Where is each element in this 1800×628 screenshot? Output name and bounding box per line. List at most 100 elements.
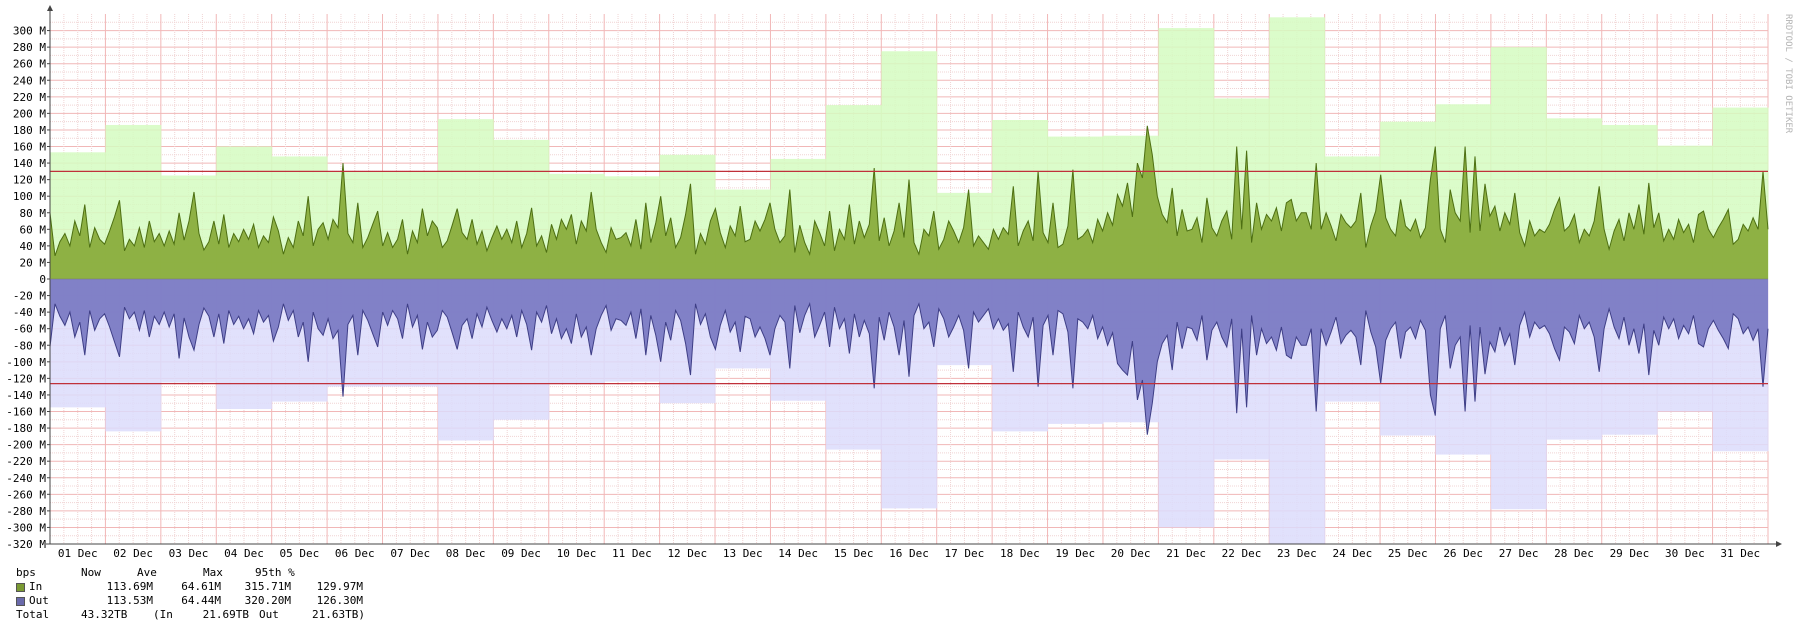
x-tick-label: 21 Dec bbox=[1166, 547, 1206, 560]
x-tick-label: 25 Dec bbox=[1388, 547, 1428, 560]
y-tick-label: 260 M bbox=[13, 58, 46, 71]
x-axis-labels: 01 Dec 02 Dec 03 Dec 04 Dec 05 Dec 06 Dec 07 D… bbox=[58, 547, 1760, 560]
y-tick-label: -100 M bbox=[6, 356, 46, 369]
legend-in-max: 315.71M bbox=[244, 580, 291, 593]
y-tick-label: -280 M bbox=[6, 505, 46, 518]
y-tick-label: -200 M bbox=[6, 439, 46, 452]
y-tick-label: 200 M bbox=[13, 107, 46, 120]
legend-out-ave: 64.44M bbox=[181, 594, 221, 607]
y-tick-label: 40 M bbox=[20, 240, 47, 253]
x-tick-label: 09 Dec bbox=[501, 547, 541, 560]
axes bbox=[46, 5, 1782, 547]
out-series-line bbox=[49, 301, 1769, 435]
out-series-area bbox=[50, 279, 1768, 435]
y-tick-label: 180 M bbox=[13, 124, 46, 137]
y-tick-label: 220 M bbox=[13, 91, 46, 104]
x-tick-label: 10 Dec bbox=[557, 547, 597, 560]
legend-unit: bps bbox=[16, 566, 36, 579]
legend-total-label: Total bbox=[16, 608, 50, 621]
x-tick-label: 27 Dec bbox=[1499, 547, 1539, 560]
legend-in-ave: 64.61M bbox=[181, 580, 221, 593]
x-tick-label: 07 Dec bbox=[390, 547, 430, 560]
y-tick-label: 240 M bbox=[13, 74, 46, 87]
x-tick-label: 12 Dec bbox=[667, 547, 707, 560]
x-tick-label: 18 Dec bbox=[1000, 547, 1040, 560]
legend-out-label: Out bbox=[29, 594, 49, 607]
x-tick-label: 28 Dec bbox=[1554, 547, 1594, 560]
legend-total-out-value: 21.63TB) bbox=[312, 608, 365, 621]
legend-out-p95: 126.30M bbox=[316, 594, 363, 607]
y-tick-label: 20 M bbox=[20, 256, 47, 269]
y-axis-labels: -320 M -300 M -280 M -260 M -240 M -220 M -200… bbox=[6, 25, 50, 551]
x-tick-label: 31 Dec bbox=[1720, 547, 1760, 560]
x-tick-label: 15 Dec bbox=[834, 547, 874, 560]
legend-out-max: 320.20M bbox=[244, 594, 291, 607]
y-tick-label: 300 M bbox=[13, 25, 46, 38]
y-tick-label: 160 M bbox=[13, 141, 46, 154]
legend-row-in: In 113.69M 64.61M 315.71M 129.97M bbox=[16, 580, 365, 594]
x-tick-label: 05 Dec bbox=[280, 547, 320, 560]
y-axis-arrow bbox=[47, 5, 53, 11]
legend-total-in-text: (In bbox=[153, 608, 173, 621]
x-tick-label: 01 Dec bbox=[58, 547, 98, 560]
legend-in-now: 113.69M bbox=[106, 580, 153, 593]
x-tick-label: 19 Dec bbox=[1055, 547, 1095, 560]
legend: bps Now Ave Max 95th % In 113.69M 64.61M 315.71… bbox=[16, 566, 365, 622]
legend-now-header: Now bbox=[81, 566, 101, 579]
x-tick-label: 24 Dec bbox=[1332, 547, 1372, 560]
y-tick-label: -180 M bbox=[6, 422, 46, 435]
x-axis-arrow bbox=[1776, 541, 1782, 547]
x-tick-label: 23 Dec bbox=[1277, 547, 1317, 560]
legend-in-label: In bbox=[29, 580, 43, 593]
y-tick-label: -160 M bbox=[6, 406, 46, 419]
legend-total-in-value: 21.69TB bbox=[202, 608, 249, 621]
in-series-line bbox=[49, 125, 1769, 257]
y-tick-label: -60 M bbox=[13, 323, 46, 336]
x-tick-label: 22 Dec bbox=[1222, 547, 1262, 560]
legend-ave-header: Ave bbox=[137, 566, 157, 579]
y-tick-label: -140 M bbox=[6, 389, 46, 402]
y-tick-label: -80 M bbox=[13, 339, 46, 352]
y-tick-label: 140 M bbox=[13, 157, 46, 170]
x-tick-label: 17 Dec bbox=[945, 547, 985, 560]
x-tick-label: 30 Dec bbox=[1665, 547, 1705, 560]
legend-out-now: 113.53M bbox=[106, 594, 153, 607]
x-tick-label: 16 Dec bbox=[889, 547, 929, 560]
y-tick-label: 100 M bbox=[13, 190, 46, 203]
legend-out-swatch bbox=[16, 596, 25, 606]
y-tick-label: 80 M bbox=[20, 207, 47, 220]
y-tick-label: 60 M bbox=[20, 223, 47, 236]
y-tick-label: -240 M bbox=[6, 472, 46, 485]
watermark: RRDTOOL / TOBI OETIKER bbox=[1783, 14, 1793, 134]
x-tick-label: 02 Dec bbox=[113, 547, 153, 560]
x-tick-label: 08 Dec bbox=[446, 547, 486, 560]
y-tick-label: -120 M bbox=[6, 372, 46, 385]
x-tick-label: 06 Dec bbox=[335, 547, 375, 560]
legend-total: Total 43.32TB (In 21.69TB Out 21.63TB) bbox=[16, 608, 365, 622]
x-tick-label: 11 Dec bbox=[612, 547, 652, 560]
legend-in-p95: 129.97M bbox=[316, 580, 363, 593]
x-tick-label: 13 Dec bbox=[723, 547, 763, 560]
legend-max-header: Max bbox=[203, 566, 223, 579]
y-tick-label: -260 M bbox=[6, 488, 46, 501]
x-tick-label: 29 Dec bbox=[1610, 547, 1650, 560]
y-tick-label: 280 M bbox=[13, 41, 46, 54]
x-tick-label: 03 Dec bbox=[169, 547, 209, 560]
y-tick-label: -220 M bbox=[6, 455, 46, 468]
y-tick-label: -20 M bbox=[13, 290, 46, 303]
x-tick-label: 14 Dec bbox=[778, 547, 818, 560]
y-tick-label: -300 M bbox=[6, 521, 46, 534]
legend-total-out-text: Out bbox=[259, 608, 279, 621]
in-series-area bbox=[50, 125, 1768, 279]
y-tick-label: 120 M bbox=[13, 174, 46, 187]
y-tick-label: 0 bbox=[39, 273, 46, 286]
x-tick-label: 04 Dec bbox=[224, 547, 264, 560]
legend-p95-header: 95th % bbox=[255, 566, 295, 579]
legend-row-out: Out 113.53M 64.44M 320.20M 126.30M bbox=[16, 594, 365, 608]
y-tick-label: -320 M bbox=[6, 538, 46, 551]
y-tick-label: -40 M bbox=[13, 306, 46, 319]
legend-header: bps Now Ave Max 95th % bbox=[16, 566, 365, 580]
percentile-lines bbox=[50, 170, 1768, 385]
traffic-chart: -320 M -300 M -280 M -260 M -240 M -220 M -200… bbox=[6, 5, 1793, 560]
x-tick-label: 26 Dec bbox=[1443, 547, 1483, 560]
